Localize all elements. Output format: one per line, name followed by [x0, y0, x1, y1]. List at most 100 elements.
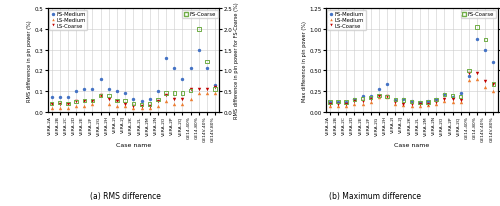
Point	[195, 88, 203, 91]
Point	[48, 102, 56, 106]
Point	[80, 99, 88, 103]
Point	[138, 107, 145, 110]
Point	[366, 96, 374, 99]
Point	[138, 104, 145, 108]
Point	[72, 90, 80, 93]
Point	[375, 95, 383, 98]
Point	[178, 78, 186, 81]
Point	[105, 94, 113, 97]
Point	[195, 92, 203, 95]
Point	[146, 98, 154, 102]
Point	[326, 101, 334, 104]
Point	[64, 102, 72, 106]
Point	[211, 92, 219, 95]
Point	[490, 83, 498, 87]
Point	[178, 92, 186, 95]
Point	[448, 96, 456, 99]
Point	[481, 49, 489, 52]
Point	[456, 99, 464, 102]
Point	[448, 94, 456, 97]
Point	[465, 75, 473, 78]
Point	[72, 100, 80, 104]
Y-axis label: RMS difference in pin power for FS-Coarse (%): RMS difference in pin power for FS-Coars…	[234, 3, 240, 119]
Point	[186, 88, 194, 91]
Point	[203, 60, 211, 64]
Point	[130, 107, 138, 110]
Point	[424, 104, 432, 107]
Point	[203, 92, 211, 95]
Point	[186, 89, 194, 92]
Point	[375, 88, 383, 91]
Point	[96, 78, 104, 81]
Point	[121, 102, 129, 106]
Point	[366, 95, 374, 98]
Point	[432, 98, 440, 102]
Point	[162, 57, 170, 60]
Point	[440, 100, 448, 103]
Point	[392, 101, 400, 104]
Point	[48, 107, 56, 110]
Point	[170, 102, 178, 106]
Y-axis label: RMS difference in pin power (%): RMS difference in pin power (%)	[28, 20, 32, 101]
Point	[88, 102, 96, 106]
Point	[203, 88, 211, 91]
Point	[211, 86, 219, 89]
Point	[154, 90, 162, 93]
Point	[146, 104, 154, 108]
Point	[186, 67, 194, 71]
Point	[80, 100, 88, 104]
Point	[416, 101, 424, 105]
Point	[424, 103, 432, 107]
Point	[383, 83, 391, 87]
Point	[154, 98, 162, 102]
Point	[392, 98, 400, 102]
Point	[64, 102, 72, 106]
Point	[334, 103, 342, 107]
X-axis label: Case name: Case name	[116, 143, 151, 147]
Point	[350, 98, 358, 102]
Y-axis label: Max difference in pin power (%): Max difference in pin power (%)	[302, 21, 307, 101]
Point	[211, 84, 219, 87]
Point	[342, 105, 350, 108]
Point	[490, 90, 498, 93]
Point	[448, 98, 456, 102]
Point	[56, 107, 64, 110]
Legend: FS-Medium, LS-Medium, LS-Coarse: FS-Medium, LS-Medium, LS-Coarse	[328, 11, 366, 30]
Point	[130, 104, 138, 108]
Point	[473, 72, 481, 75]
Point	[326, 105, 334, 108]
Point	[113, 104, 121, 108]
Point	[88, 100, 96, 104]
Point	[456, 95, 464, 98]
Point	[350, 102, 358, 106]
Point	[358, 102, 366, 106]
Point	[342, 101, 350, 104]
Point	[440, 93, 448, 96]
Point	[178, 102, 186, 106]
Point	[350, 100, 358, 103]
Point	[416, 105, 424, 108]
Point	[203, 67, 211, 71]
Point	[432, 98, 440, 102]
Point	[440, 92, 448, 96]
Point	[105, 88, 113, 91]
Point	[456, 92, 464, 95]
Point	[64, 107, 72, 110]
Point	[113, 90, 121, 93]
Point	[400, 98, 407, 102]
Point	[392, 99, 400, 102]
Point	[342, 101, 350, 104]
Point	[138, 100, 145, 104]
Point	[456, 101, 464, 104]
Point	[432, 102, 440, 106]
Point	[424, 100, 432, 103]
Point	[366, 98, 374, 102]
Point	[72, 100, 80, 104]
Point	[154, 104, 162, 108]
Point	[358, 95, 366, 98]
Point	[56, 96, 64, 99]
Point	[481, 39, 489, 42]
Legend: FS-Coarse: FS-Coarse	[460, 11, 496, 19]
Legend: FS-Coarse: FS-Coarse	[182, 11, 218, 19]
Point	[195, 49, 203, 52]
